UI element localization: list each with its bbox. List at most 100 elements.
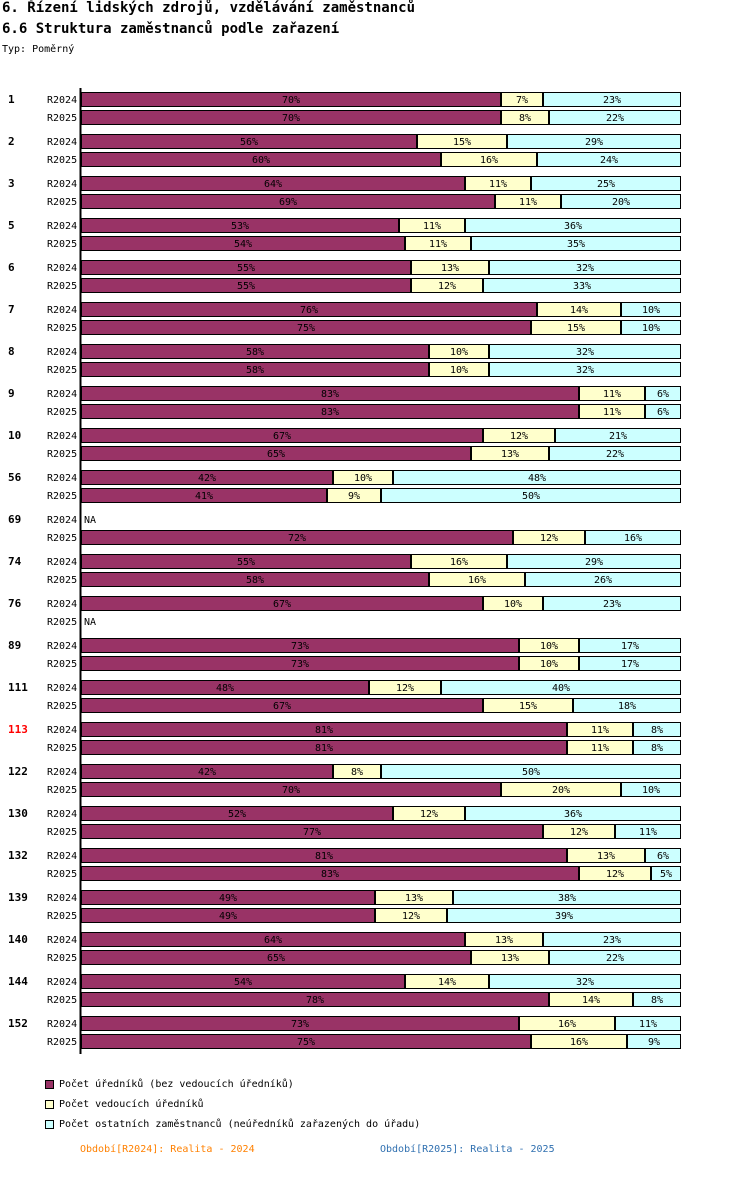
bar-officials-segment <box>81 176 465 191</box>
bar-others-segment <box>651 866 681 881</box>
bar-officials-segment <box>81 866 579 881</box>
bar-data-label: 11% <box>423 221 441 232</box>
bar-data-label: 11% <box>603 407 621 418</box>
legend-label-others: Počet ostatních zaměstnanců (neúředníků … <box>59 1119 421 1130</box>
bar-data-label: 24% <box>600 155 618 166</box>
legend-label-managers: Počet vedoucích úředníků <box>59 1099 204 1110</box>
legend-swatch-others <box>45 1119 54 1129</box>
bar-data-label: 49% <box>219 911 237 922</box>
bar-others-segment <box>621 320 681 335</box>
bar-officials-segment <box>81 764 333 779</box>
period-tick-label: R2025 <box>47 995 77 1006</box>
bar-data-label: 54% <box>234 977 252 988</box>
group-label: 139 <box>8 891 28 904</box>
bar-data-label: 75% <box>297 323 315 334</box>
bar-data-label: 14% <box>582 995 600 1006</box>
bar-data-label: 11% <box>429 239 447 250</box>
period-tick-label: R2025 <box>47 1037 77 1048</box>
bar-others-segment <box>381 488 681 503</box>
bar-officials-segment <box>81 278 411 293</box>
bar-officials-segment <box>81 362 429 377</box>
bar-managers-segment <box>429 344 489 359</box>
bar-data-label: 67% <box>273 701 291 712</box>
group-label: 89 <box>8 639 21 652</box>
bar-managers-segment <box>531 1034 627 1049</box>
bar-managers-segment <box>327 488 381 503</box>
bar-data-label: 32% <box>576 365 594 376</box>
bar-others-segment <box>447 908 681 923</box>
bar-others-segment <box>549 950 681 965</box>
bar-data-label: 10% <box>540 659 558 670</box>
page-title: 6. Řízení lidských zdrojů, vzdělávání za… <box>2 0 416 16</box>
bar-managers-segment <box>531 320 621 335</box>
bar-managers-segment <box>405 974 489 989</box>
bar-managers-segment <box>495 194 561 209</box>
period-tick-label: R2025 <box>47 533 77 544</box>
bar-data-label: 70% <box>282 113 300 124</box>
bar-data-label: 33% <box>573 281 591 292</box>
group-label: 2 <box>8 135 15 148</box>
bar-others-segment <box>489 344 681 359</box>
bar-data-label: 11% <box>489 179 507 190</box>
bar-data-label: 73% <box>291 641 309 652</box>
bar-data-label: 10% <box>642 323 660 334</box>
bar-data-label: 13% <box>501 449 519 460</box>
bar-others-segment <box>483 278 681 293</box>
legend-swatch-managers <box>45 1099 54 1109</box>
group-label: 69 <box>8 513 21 526</box>
bar-others-segment <box>615 824 681 839</box>
bar-data-label: 11% <box>639 1019 657 1030</box>
bar-data-label: 14% <box>438 977 456 988</box>
bar-data-label: 17% <box>621 659 639 670</box>
period-tick-label: R2025 <box>47 701 77 712</box>
bar-data-label: 50% <box>522 491 540 502</box>
bar-others-segment <box>555 428 681 443</box>
bar-others-segment <box>543 932 681 947</box>
bar-managers-segment <box>465 176 531 191</box>
bar-managers-segment <box>375 908 447 923</box>
bar-data-label: 23% <box>603 599 621 610</box>
bar-officials-segment <box>81 974 405 989</box>
bar-officials-segment <box>81 488 327 503</box>
bar-others-segment <box>453 890 681 905</box>
bar-data-label: 81% <box>315 725 333 736</box>
bar-data-label: 12% <box>396 683 414 694</box>
bar-others-segment <box>441 680 681 695</box>
bar-officials-segment <box>81 302 537 317</box>
bar-data-label: 12% <box>510 431 528 442</box>
group-label: 6 <box>8 261 15 274</box>
bar-managers-segment <box>483 596 543 611</box>
group-label: 144 <box>8 975 28 988</box>
group-label: 7 <box>8 303 15 316</box>
bar-data-label: 16% <box>624 533 642 544</box>
bar-data-label: 23% <box>603 95 621 106</box>
period-tick-label: R2025 <box>47 491 77 502</box>
period-tick-label: R2025 <box>47 827 77 838</box>
bar-data-label: 35% <box>567 239 585 250</box>
legend-item-others: Počet ostatních zaměstnanců (neúředníků … <box>45 1119 420 1130</box>
bar-managers-segment <box>501 110 549 125</box>
period-tick-label: R2025 <box>47 953 77 964</box>
bar-data-label: 9% <box>648 1037 660 1048</box>
bar-others-segment <box>549 446 681 461</box>
bar-others-segment <box>531 176 681 191</box>
bar-data-label: 17% <box>621 641 639 652</box>
bar-data-label: 29% <box>585 557 603 568</box>
bar-data-label: 11% <box>639 827 657 838</box>
bar-data-label: 64% <box>264 179 282 190</box>
bar-officials-segment <box>81 134 417 149</box>
bar-data-label: 55% <box>237 263 255 274</box>
bar-managers-segment <box>429 362 489 377</box>
bar-data-label: 12% <box>402 911 420 922</box>
stacked-bar-chart: 1 R2024 70% 7% 23%R2025 70% 8% 22%2 R2024 56% 15% 2… <box>8 88 681 1054</box>
bar-data-label: 13% <box>501 953 519 964</box>
bar-others-segment <box>393 470 681 485</box>
period-tick-label: R2025 <box>47 239 77 250</box>
bar-managers-segment <box>369 680 441 695</box>
bar-data-label: 50% <box>522 767 540 778</box>
bar-data-label: 22% <box>606 113 624 124</box>
bar-data-label: 11% <box>591 743 609 754</box>
bar-data-label: 77% <box>303 827 321 838</box>
bar-others-segment <box>543 92 681 107</box>
bar-data-label: 11% <box>603 389 621 400</box>
